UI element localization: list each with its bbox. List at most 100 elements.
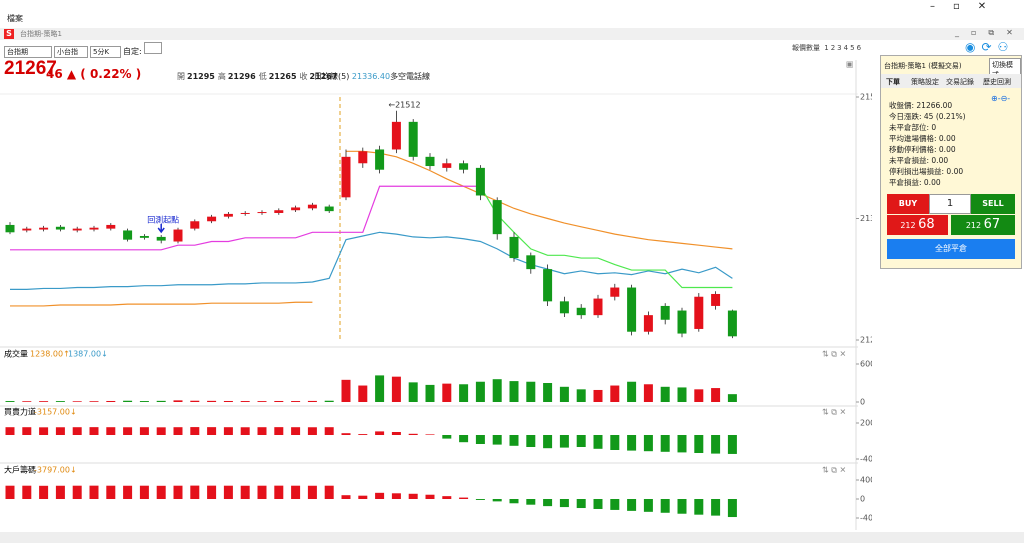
bar — [442, 383, 452, 402]
tab[interactable]: 歷史回測 — [983, 78, 1011, 86]
bar — [341, 433, 351, 435]
sell-button[interactable]: SELL — [971, 194, 1015, 214]
bar — [442, 496, 452, 499]
quote-option[interactable]: 1 — [824, 44, 829, 52]
menu-file[interactable]: 檔案 — [7, 14, 23, 23]
y-tick-label: 0 — [860, 398, 865, 407]
candle-body — [711, 293, 721, 306]
bid-value: 68 — [918, 217, 935, 232]
ohlc: 開 21295 高 21296 低 21265 收 21267 — [174, 71, 337, 82]
bar — [358, 434, 368, 435]
bar — [711, 435, 721, 454]
bar — [643, 499, 653, 512]
ohlc-label: 開 — [177, 72, 185, 81]
bar — [526, 499, 536, 505]
ohlc-label: 低 — [258, 72, 267, 81]
info: 收盤價: 21266.00 今日漲跌: 45 (0.21%) 未平倉部位: 0 平均進… — [889, 100, 966, 188]
ohlc-value: 21265 — [268, 72, 297, 81]
info-line: 平均進場價格: 0.00 — [889, 134, 956, 143]
candle-body — [694, 296, 704, 329]
candle-body — [543, 269, 553, 302]
bar — [475, 499, 485, 500]
candle-body — [475, 167, 485, 196]
bar — [89, 401, 99, 402]
bar — [106, 400, 116, 402]
y-tick-label: 2000 — [860, 419, 872, 428]
quote-option[interactable]: 5 — [850, 44, 855, 52]
panel-icons[interactable]: ⇅ ⧉ ✕ — [822, 466, 846, 475]
tab[interactable]: 下單 — [886, 78, 900, 86]
toolbar: 台指期 小台指 5分K 自定: — [4, 42, 164, 58]
close-all-button[interactable]: 全部平倉 — [887, 239, 1015, 259]
buy-button[interactable]: BUY — [887, 194, 929, 214]
app-controls[interactable]: _▫⧉✕ — [955, 28, 1024, 37]
bar — [492, 499, 502, 502]
symbol-select[interactable]: 台指期 — [4, 46, 52, 58]
candle-body — [173, 229, 183, 242]
candle-body — [257, 212, 267, 214]
indicator-line — [479, 185, 733, 289]
bar — [123, 427, 133, 435]
zoom-icons[interactable]: ⊕-⊖- — [991, 94, 1011, 103]
qty-input[interactable]: 1 — [929, 194, 971, 214]
symbol-select[interactable]: 小台指 — [54, 46, 88, 58]
bar — [89, 427, 99, 435]
candle-body — [106, 224, 116, 229]
bar — [190, 427, 200, 435]
tab[interactable]: 策略設定 — [911, 78, 939, 86]
bar — [593, 389, 603, 402]
candle-body — [492, 200, 502, 235]
quote-option[interactable]: 4 — [843, 44, 849, 52]
power-label: 買賣力道 — [4, 407, 36, 417]
y-tick-label: 6000 — [860, 360, 872, 369]
custom-input[interactable] — [143, 42, 162, 54]
candle-body — [643, 315, 653, 332]
window-controls[interactable]: –▫✕ — [930, 1, 1005, 12]
bar — [307, 427, 317, 435]
bar — [190, 400, 200, 402]
y-tick-label: -4000 — [860, 455, 872, 464]
bar — [5, 485, 15, 499]
bar — [106, 427, 116, 435]
bar — [139, 485, 149, 499]
toolbar-icons[interactable]: ◉⟳⚇ — [965, 40, 1015, 54]
bar — [240, 401, 250, 402]
bar — [139, 427, 149, 435]
panel-icons[interactable]: ⇅ ⧉ ✕ — [822, 408, 846, 417]
quote-option[interactable]: 2 — [830, 44, 836, 52]
quote-option[interactable]: 3 — [837, 44, 842, 52]
candle-body — [72, 228, 82, 231]
ma-label: 日均線(5) — [314, 72, 350, 81]
ohlc-label: 高 — [217, 72, 226, 81]
candle-body — [442, 163, 452, 168]
period-select[interactable]: 5分K — [90, 46, 121, 58]
panel-icons[interactable]: ▣ — [846, 60, 854, 69]
tabs: 下單 策略設定 交易記錄 歷史回測 — [881, 74, 1021, 88]
bar — [375, 431, 385, 435]
candle-body — [627, 287, 637, 332]
candle-body — [727, 310, 737, 337]
bar — [627, 499, 637, 511]
quote-option[interactable]: 6 — [856, 44, 862, 52]
panel-title: 台指期-策略1 (模擬交易) — [884, 62, 962, 70]
bar — [5, 401, 15, 402]
bar — [459, 384, 469, 402]
tab[interactable]: 交易記錄 — [946, 78, 974, 86]
bar — [727, 499, 737, 518]
bar — [492, 435, 502, 445]
bid[interactable]: 212 68 — [887, 215, 948, 235]
ask[interactable]: 212 67 — [951, 215, 1015, 235]
bar — [627, 381, 637, 402]
bar — [408, 382, 418, 402]
bar — [223, 427, 233, 435]
info-line: 平倉損益: 0.00 — [889, 178, 941, 187]
bar — [257, 427, 267, 435]
panel-icons[interactable]: ⇅ ⧉ ✕ — [822, 350, 846, 359]
bar — [408, 433, 418, 435]
bar — [375, 375, 385, 402]
candle-body — [391, 121, 401, 150]
bar — [22, 485, 32, 499]
custom-label: 自定: — [123, 47, 142, 56]
